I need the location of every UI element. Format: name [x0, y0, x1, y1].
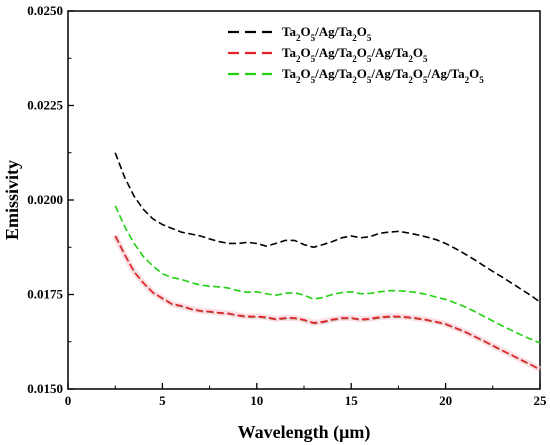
subscript: 5	[311, 54, 316, 64]
series-five-layer-line	[114, 235, 541, 371]
subscript: 5	[367, 75, 372, 85]
legend-text-segment: O	[300, 24, 310, 39]
legend-text-segment: O	[357, 66, 367, 81]
y-tick-label: 0.0150	[27, 381, 63, 396]
x-axis: 0 5 10 15 20 25	[65, 383, 547, 408]
subscript: 2	[352, 54, 357, 64]
subscript: 2	[296, 54, 301, 64]
x-tick-label: 5	[159, 393, 166, 408]
legend-text-segment: Ta	[282, 66, 296, 81]
legend-text-segment: O	[357, 24, 367, 39]
subscript: 2	[465, 75, 470, 85]
legend-text-segment: /Ag/Ta	[314, 45, 353, 60]
legend: Ta2O5/Ag/Ta2O5Ta2O5/Ag/Ta2O5/Ag/Ta2O5Ta2…	[228, 24, 484, 85]
x-tick-label: 15	[345, 393, 359, 408]
y-tick-label: 0.0225	[27, 98, 63, 113]
plot-area	[67, 10, 541, 390]
subscript: 5	[423, 75, 428, 85]
subscript: 5	[311, 75, 316, 85]
legend-text-segment: O	[300, 66, 310, 81]
legend-text-segment: /Ag/Ta	[314, 24, 353, 39]
legend-text-segment: /Ag/Ta	[314, 66, 353, 81]
y-tick-label: 0.0250	[27, 3, 63, 18]
subscript: 5	[311, 33, 316, 43]
subscript: 2	[296, 33, 301, 43]
y-tick-label: 0.0175	[27, 287, 63, 302]
series-seven-layer-legend-label: Ta2O5/Ag/Ta2O5/Ag/Ta2O5/Ag/Ta2O5	[282, 66, 484, 85]
subscript: 2	[408, 54, 413, 64]
legend-text-segment: /Ag/Ta	[370, 66, 409, 81]
legend-text-segment: O	[413, 66, 423, 81]
subscript: 5	[423, 54, 428, 64]
x-tick-label: 25	[534, 393, 548, 408]
legend-text-segment: O	[300, 45, 310, 60]
legend-text-segment: O	[469, 66, 479, 81]
legend-text-segment: O	[357, 45, 367, 60]
x-tick-label: 0	[65, 393, 72, 408]
series-five-layer-legend-label: Ta2O5/Ag/Ta2O5/Ag/Ta2O5	[282, 45, 428, 64]
subscript: 2	[352, 33, 357, 43]
x-tick-label: 20	[439, 393, 452, 408]
legend-text-segment: /Ag/Ta	[370, 45, 409, 60]
y-tick-label: 0.0200	[27, 192, 63, 207]
x-axis-title: Wavelength (μm)	[238, 422, 371, 443]
subscript: 2	[296, 75, 301, 85]
legend-text-segment: Ta	[282, 45, 296, 60]
y-axis: 0.0150 0.0175 0.0200 0.0225 0.0250	[27, 3, 74, 396]
series-layer	[112, 152, 542, 373]
subscript: 2	[408, 75, 413, 85]
legend-text-segment: O	[413, 45, 423, 60]
legend-text-segment: Ta	[282, 24, 296, 39]
x-tick-label: 10	[250, 393, 263, 408]
series-three-layer-legend-label: Ta2O5/Ag/Ta2O5	[282, 24, 372, 43]
legend-text-segment: /Ag/Ta	[427, 66, 466, 81]
series-seven-layer-line	[114, 205, 541, 344]
subscript: 2	[352, 75, 357, 85]
y-axis-title: Emissivity	[2, 160, 22, 240]
subscript: 5	[367, 54, 372, 64]
subscript: 5	[367, 33, 372, 43]
subscript: 5	[479, 75, 484, 85]
